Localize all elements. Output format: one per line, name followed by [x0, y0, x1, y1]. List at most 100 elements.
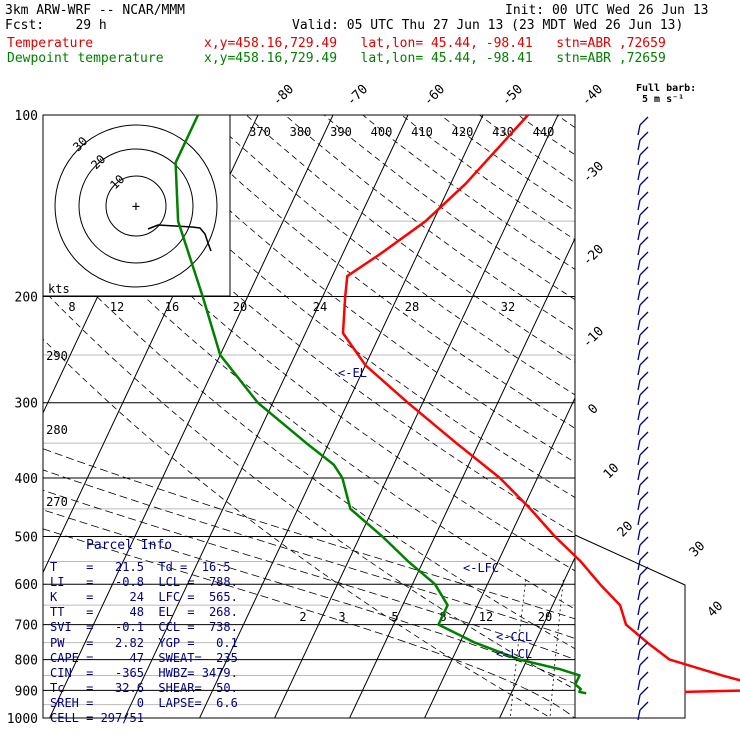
full-barb-units: 5 m s⁻¹	[642, 94, 685, 105]
mixing-ratio-line	[509, 579, 527, 718]
wind-barb	[637, 176, 649, 196]
mixing-ratio-line	[699, 580, 704, 731]
theta-label: 280	[46, 423, 68, 437]
isotherm-label: -50	[499, 82, 526, 109]
pressure-tick-label: 900	[15, 684, 38, 699]
theta-label: 270	[46, 495, 68, 509]
isotherm-label: 40	[705, 599, 727, 621]
pressure-tick-label: 500	[15, 530, 38, 545]
isotherm-label: -60	[421, 82, 448, 109]
dry-adiabat	[43, 289, 575, 690]
isotherm-label: -30	[580, 159, 607, 186]
wind-barb	[637, 266, 649, 286]
theta-label: 390	[330, 125, 352, 139]
pressure-tick-label: 100	[15, 109, 38, 124]
level-annotation: <-LFC	[463, 561, 499, 575]
dry-adiabat	[168, 115, 575, 429]
wind-barb	[637, 581, 649, 601]
level-annotation: <-LCL	[496, 647, 532, 661]
full-barb-label: Full barb:	[636, 83, 697, 94]
hodograph-origin: +	[132, 199, 140, 215]
wind-barb	[637, 461, 649, 481]
dry-adiabat	[556, 115, 575, 129]
hodograph-unit: kts	[48, 282, 70, 296]
temperature-profile	[341, 114, 740, 694]
level-annotation: <-EL	[338, 366, 367, 380]
mixing-ratio-label: 12	[110, 300, 124, 314]
wind-barb	[637, 686, 649, 706]
dry-adiabat	[43, 194, 575, 610]
wind-barb	[637, 671, 649, 691]
hodograph-frame	[42, 114, 231, 297]
wind-barb	[637, 491, 649, 511]
mixing-ratio-label: 8	[68, 300, 75, 314]
theta-label: 380	[290, 125, 312, 139]
mixing-ratio-label: 16	[165, 300, 179, 314]
wind-barb	[637, 416, 649, 436]
pressure-tick-label: 800	[15, 654, 38, 669]
dry-adiabat	[401, 115, 575, 241]
pressure-tick-label: 200	[15, 291, 38, 306]
level-annotation: <-CCL	[496, 630, 532, 644]
wind-barb	[637, 221, 649, 241]
isotherm-label: -10	[580, 324, 607, 351]
wind-barb	[637, 431, 649, 451]
wind-barb	[637, 536, 649, 556]
hodograph-ring	[78, 148, 194, 264]
wind-barb	[637, 341, 649, 361]
parcel-info-row: PW = 2.82 YGP = 0.1	[50, 635, 238, 650]
theta-label: 410	[411, 125, 433, 139]
wind-barb	[637, 131, 649, 151]
parcel-info-row: SREH = 0 LAPSE= 6.6	[50, 695, 238, 710]
dry-adiabat	[206, 115, 575, 396]
parcel-info-row: Tc = 32.6 SHEAR= 50.	[50, 680, 238, 695]
theta-label: 430	[492, 125, 514, 139]
hodograph-trace	[147, 224, 212, 252]
forecast-hour: Fcst: 29 h	[5, 18, 107, 33]
isotherm-line	[424, 396, 575, 718]
isotherm-line	[349, 237, 575, 718]
dry-adiabat	[439, 115, 575, 212]
wind-barb	[637, 566, 649, 586]
wind-barb	[637, 206, 649, 226]
theta-label: 370	[249, 125, 271, 139]
wind-barb	[637, 551, 649, 571]
init-time: Init: 00 UTC Wed 26 Jun 13	[505, 3, 709, 18]
parcel-info-row: T = 21.5 Td = 16.5	[50, 560, 231, 575]
temperature-location: x,y=458.16,729.49 lat,lon= 45.44, -98.41…	[204, 36, 666, 51]
mixing-ratio-label: 3	[338, 610, 345, 624]
pressure-tick-label: 600	[15, 578, 38, 593]
mixing-ratio-line	[602, 580, 613, 731]
mixing-ratio-label: 32	[501, 300, 515, 314]
mixing-ratio-label: 5	[391, 610, 398, 624]
isotherm-label: 30	[687, 539, 709, 561]
isotherm-label: -70	[344, 82, 371, 109]
hodograph-ring	[105, 175, 167, 237]
wind-barb	[637, 521, 649, 541]
dewpoint-location: x,y=458.16,729.49 lat,lon= 45.44, -98.41…	[204, 51, 666, 66]
isotherm-label: -20	[580, 242, 607, 269]
parcel-info-rows: T = 21.5 Td = 16.5 LI = -0.8 LCL = 788. K …	[44, 560, 238, 726]
wind-barb	[637, 386, 649, 406]
wind-barb	[637, 146, 649, 166]
theta-label: 290	[46, 349, 68, 363]
theta-label: 440	[533, 125, 555, 139]
wind-barb	[637, 506, 649, 526]
parcel-info-row: K = 24 LFC = 565.	[50, 590, 238, 605]
pressure-tick-label: 400	[15, 472, 38, 487]
wind-barb	[637, 476, 649, 496]
wind-barb	[637, 311, 649, 331]
parcel-info-row: CELL = 297/51	[50, 711, 144, 726]
isotherm-label: 10	[601, 461, 623, 483]
parcel-info-row: TT = 48 EL = 268.	[50, 605, 238, 620]
mixing-ratio-line	[653, 580, 661, 731]
isotherm-label: -40	[579, 82, 606, 109]
barb-frame	[574, 115, 686, 719]
dry-adiabat	[129, 115, 575, 463]
wind-barb	[637, 296, 649, 316]
dry-adiabat	[555, 87, 740, 730]
wind-barb	[637, 116, 649, 136]
parcel-info-title: Parcel Info	[86, 538, 173, 553]
wind-barb	[637, 701, 649, 721]
